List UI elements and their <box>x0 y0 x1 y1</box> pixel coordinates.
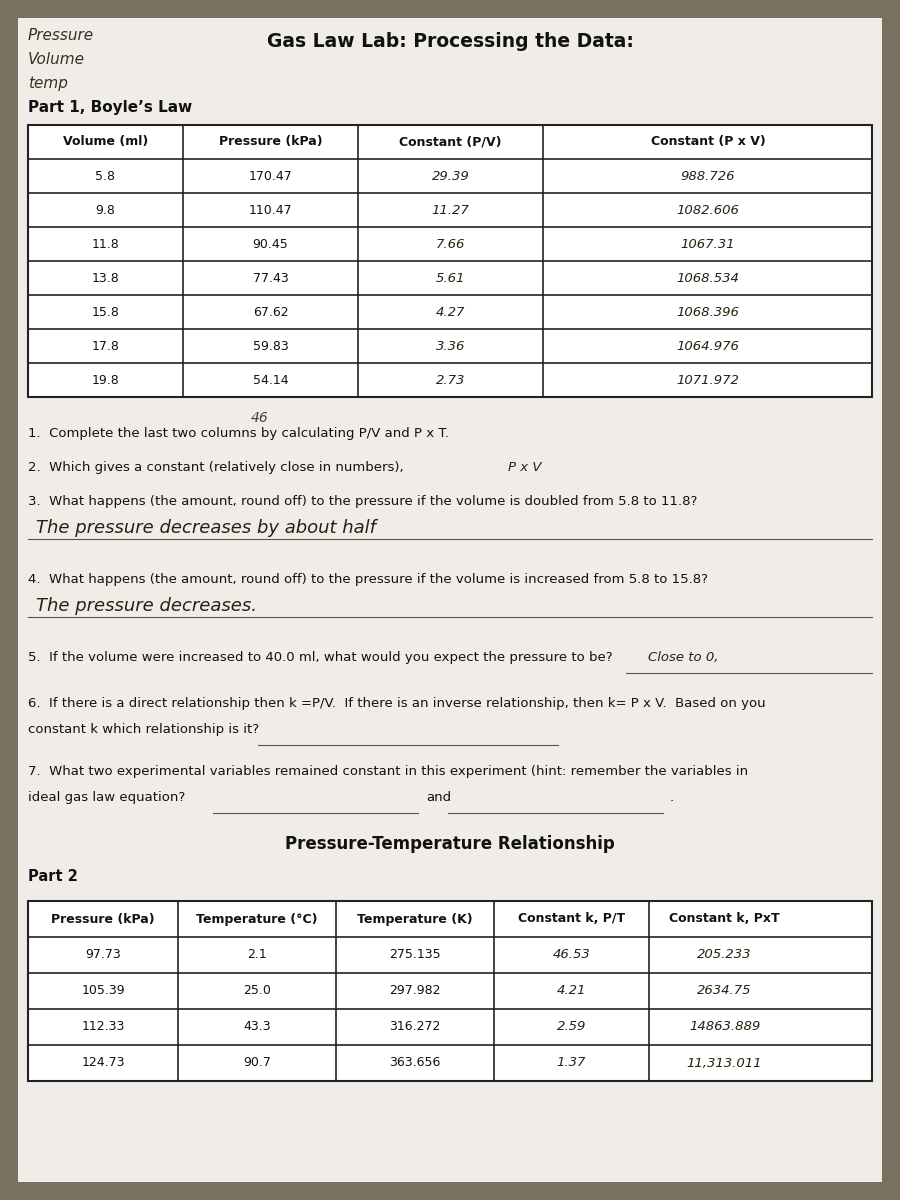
Text: 3.36: 3.36 <box>436 340 465 353</box>
Text: 1064.976: 1064.976 <box>677 340 740 353</box>
Text: 90.45: 90.45 <box>253 238 288 251</box>
Text: 25.0: 25.0 <box>243 984 271 997</box>
Text: 1.  Complete the last two columns by calculating P/V and P x T.: 1. Complete the last two columns by calc… <box>28 427 449 440</box>
Text: Gas Law Lab: Processing the Data:: Gas Law Lab: Processing the Data: <box>266 32 634 50</box>
Text: 7.  What two experimental variables remained constant in this experiment (hint: : 7. What two experimental variables remai… <box>28 766 748 778</box>
Text: 54.14: 54.14 <box>253 373 288 386</box>
Text: 11,313.011: 11,313.011 <box>687 1056 762 1069</box>
Text: 59.83: 59.83 <box>253 340 288 353</box>
Text: 6.  If there is a direct relationship then k =P/V.  If there is an inverse relat: 6. If there is a direct relationship the… <box>28 697 766 710</box>
Text: 1067.31: 1067.31 <box>680 238 735 251</box>
Text: Pressure-Temperature Relationship: Pressure-Temperature Relationship <box>285 835 615 853</box>
Text: 2634.75: 2634.75 <box>698 984 752 997</box>
Text: 275.135: 275.135 <box>389 948 441 961</box>
Text: and: and <box>426 791 451 804</box>
Text: Pressure (kPa): Pressure (kPa) <box>219 136 322 149</box>
Text: 1068.396: 1068.396 <box>677 306 740 318</box>
Text: Part 1, Boyle’s Law: Part 1, Boyle’s Law <box>28 100 193 115</box>
Text: 11.27: 11.27 <box>432 204 470 216</box>
Text: 15.8: 15.8 <box>92 306 120 318</box>
Text: 2.  Which gives a constant (relatively close in numbers),: 2. Which gives a constant (relatively cl… <box>28 461 403 474</box>
Text: 5.8: 5.8 <box>95 169 115 182</box>
Text: 17.8: 17.8 <box>92 340 120 353</box>
Text: 90.7: 90.7 <box>243 1056 271 1069</box>
Bar <box>28 901 872 1081</box>
Text: 4.27: 4.27 <box>436 306 465 318</box>
Text: 297.982: 297.982 <box>389 984 441 997</box>
Text: Close to 0,: Close to 0, <box>648 650 718 664</box>
Text: ideal gas law equation?: ideal gas law equation? <box>28 791 185 804</box>
Text: constant k which relationship is it?: constant k which relationship is it? <box>28 722 259 736</box>
Text: 1.37: 1.37 <box>557 1056 586 1069</box>
Text: 46.53: 46.53 <box>553 948 590 961</box>
Text: 105.39: 105.39 <box>81 984 125 997</box>
Text: Temperature (°C): Temperature (°C) <box>196 912 318 925</box>
Text: Constant k, P/T: Constant k, P/T <box>518 912 626 925</box>
Text: .: . <box>670 791 674 804</box>
Text: 67.62: 67.62 <box>253 306 288 318</box>
Text: 19.8: 19.8 <box>92 373 120 386</box>
Text: 988.726: 988.726 <box>680 169 735 182</box>
Text: Volume (ml): Volume (ml) <box>63 136 148 149</box>
Text: Pressure: Pressure <box>28 28 94 43</box>
Text: Constant k, PxT: Constant k, PxT <box>670 912 779 925</box>
Text: 11.8: 11.8 <box>92 238 120 251</box>
Text: 2.1: 2.1 <box>248 948 267 961</box>
Text: 2.59: 2.59 <box>557 1020 586 1033</box>
Text: Volume: Volume <box>28 52 85 67</box>
Text: Constant (P/V): Constant (P/V) <box>400 136 502 149</box>
Text: 4.21: 4.21 <box>557 984 586 997</box>
Text: 97.73: 97.73 <box>86 948 121 961</box>
Bar <box>28 125 872 397</box>
Text: 13.8: 13.8 <box>92 271 120 284</box>
Text: 124.73: 124.73 <box>81 1056 125 1069</box>
Text: 5.61: 5.61 <box>436 271 465 284</box>
Text: 205.233: 205.233 <box>698 948 752 961</box>
Text: 316.272: 316.272 <box>390 1020 441 1033</box>
Text: 14863.889: 14863.889 <box>688 1020 760 1033</box>
Text: 9.8: 9.8 <box>95 204 115 216</box>
Text: Part 2: Part 2 <box>28 869 78 884</box>
Text: 29.39: 29.39 <box>432 169 470 182</box>
Text: 4.  What happens (the amount, round off) to the pressure if the volume is increa: 4. What happens (the amount, round off) … <box>28 572 708 586</box>
Text: 7.66: 7.66 <box>436 238 465 251</box>
Text: 1082.606: 1082.606 <box>677 204 740 216</box>
Text: Constant (P x V): Constant (P x V) <box>651 136 765 149</box>
Text: P x V: P x V <box>508 461 542 474</box>
Text: 363.656: 363.656 <box>390 1056 441 1069</box>
Text: 5.  If the volume were increased to 40.0 ml, what would you expect the pressure : 5. If the volume were increased to 40.0 … <box>28 650 613 664</box>
Text: 170.47: 170.47 <box>248 169 292 182</box>
Text: Temperature (K): Temperature (K) <box>357 912 472 925</box>
Text: 2.73: 2.73 <box>436 373 465 386</box>
Text: The pressure decreases by about half: The pressure decreases by about half <box>36 518 376 538</box>
Text: 77.43: 77.43 <box>253 271 288 284</box>
Text: 112.33: 112.33 <box>81 1020 125 1033</box>
Text: Pressure (kPa): Pressure (kPa) <box>51 912 155 925</box>
Text: 43.3: 43.3 <box>243 1020 271 1033</box>
Text: 3.  What happens (the amount, round off) to the pressure if the volume is double: 3. What happens (the amount, round off) … <box>28 494 698 508</box>
Text: 46: 46 <box>251 410 269 425</box>
Text: temp: temp <box>28 76 68 91</box>
Text: 1071.972: 1071.972 <box>677 373 740 386</box>
Text: The pressure decreases.: The pressure decreases. <box>36 596 257 614</box>
Text: 110.47: 110.47 <box>248 204 292 216</box>
Text: 1068.534: 1068.534 <box>677 271 740 284</box>
